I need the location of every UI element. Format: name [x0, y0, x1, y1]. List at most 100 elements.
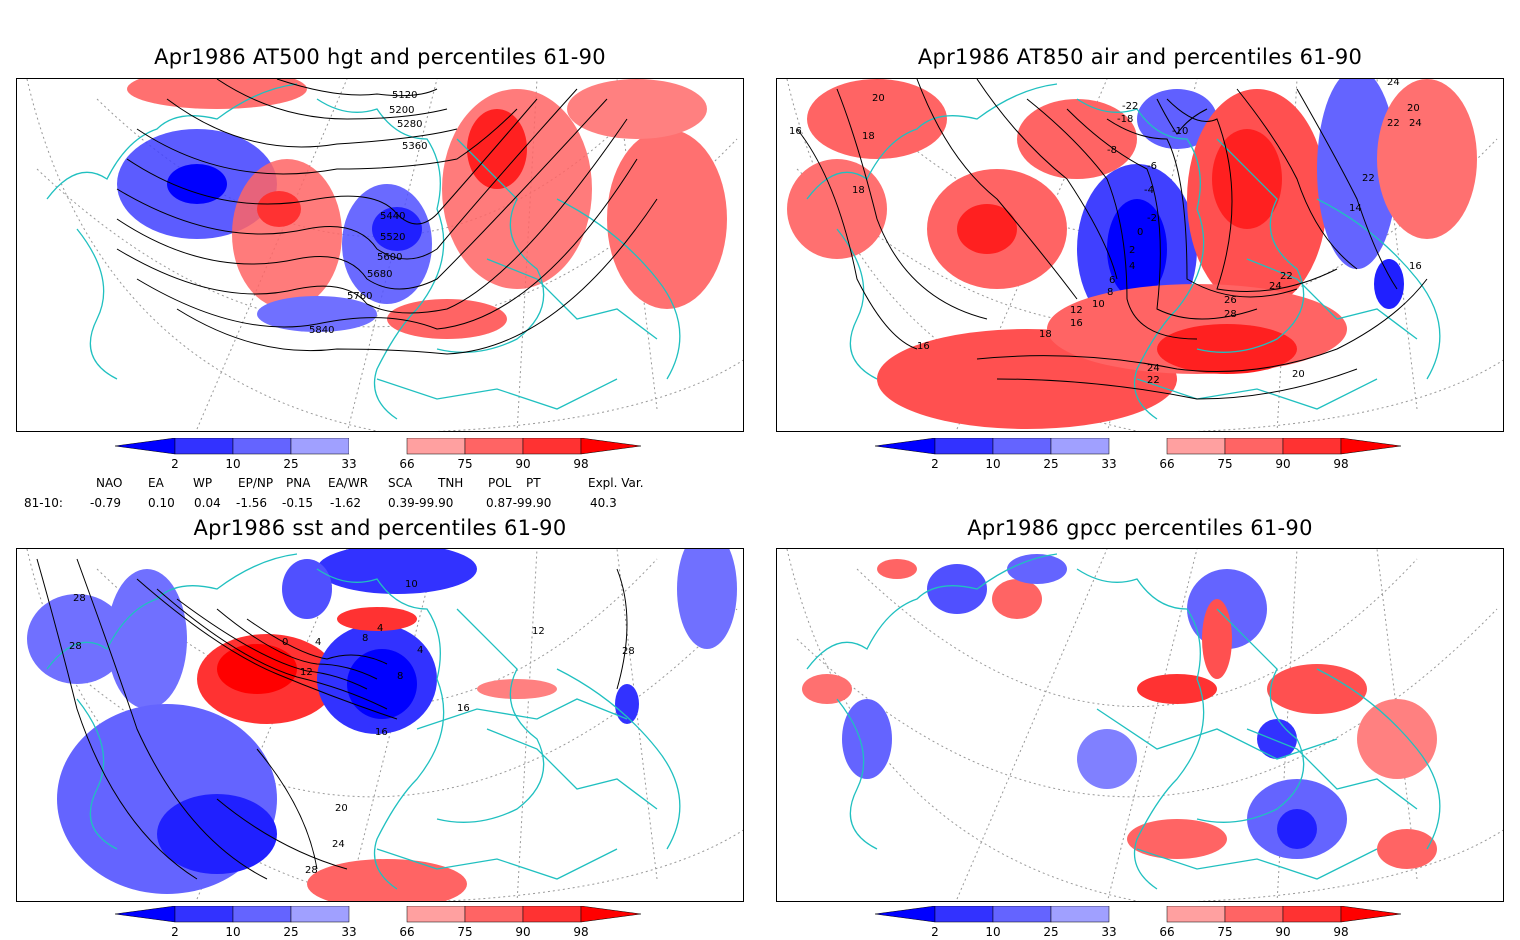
cbar-seg-7	[522, 438, 582, 455]
index-header-sca: SCA	[388, 476, 413, 490]
svg-text:5520: 5520	[380, 232, 405, 243]
coastlines	[806, 553, 1441, 890]
cbar-seg-3	[290, 438, 350, 455]
svg-text:4: 4	[1129, 261, 1135, 272]
cbar-label: 25	[1043, 925, 1058, 939]
svg-text:4: 4	[417, 645, 423, 656]
svg-text:24: 24	[332, 839, 345, 850]
cbar-label: 10	[225, 925, 240, 939]
cbar-label: 33	[1101, 457, 1116, 471]
svg-text:5840: 5840	[309, 325, 334, 336]
index-value-expl-var: 40.3	[590, 496, 617, 510]
coastlines	[806, 83, 1441, 420]
index-row-label: 81-10:	[24, 496, 63, 510]
map-panel-air850: 20 18 16 18 -22 -18 -10 -8 -6 -4 -2 0 2 …	[776, 78, 1504, 432]
svg-text:-10: -10	[1172, 126, 1188, 137]
coastlines	[46, 553, 681, 890]
index-value-sca: 0.39-99.90	[388, 496, 454, 510]
svg-text:18: 18	[862, 131, 875, 142]
map-panel-sst: 28 28 0 4 8 12 16 20 24 28 10 4 8 4 16 1…	[16, 548, 744, 902]
svg-text:16: 16	[457, 703, 470, 714]
svg-text:20: 20	[1407, 103, 1420, 114]
svg-text:5280: 5280	[397, 119, 422, 130]
cbar-seg-8	[580, 438, 642, 455]
cbar-label: 33	[341, 457, 356, 471]
svg-text:28: 28	[69, 641, 82, 652]
svg-text:16: 16	[1070, 318, 1083, 329]
contour-labels: 20 18 16 18 -22 -18 -10 -8 -6 -4 -2 0 2 …	[789, 79, 1422, 386]
cbar-label: 66	[1159, 457, 1174, 471]
svg-text:28: 28	[305, 865, 318, 876]
index-value-ea: 0.10	[148, 496, 175, 510]
svg-text:8: 8	[362, 633, 368, 644]
cbar-label: 33	[1101, 925, 1116, 939]
cbar-seg-1	[174, 438, 234, 455]
svg-text:5760: 5760	[347, 291, 372, 302]
svg-text:4: 4	[315, 637, 321, 648]
cbar-seg-2	[232, 438, 292, 455]
cbar-label: 98	[1333, 925, 1348, 939]
cbar-label: 66	[399, 925, 414, 939]
index-header-wp: WP	[193, 476, 213, 490]
svg-text:-6: -6	[1147, 161, 1157, 172]
svg-text:0: 0	[1137, 227, 1143, 238]
index-header-eawr: EA/WR	[328, 476, 369, 490]
svg-text:20: 20	[1292, 369, 1305, 380]
cbar-label: 2	[171, 925, 179, 939]
svg-text:10: 10	[1092, 299, 1105, 310]
index-header-pt: PT	[526, 476, 541, 490]
svg-text:22: 22	[1280, 271, 1293, 282]
map-outline	[26, 549, 743, 901]
svg-text:18: 18	[852, 185, 865, 196]
svg-text:28: 28	[1224, 309, 1237, 320]
svg-text:22: 22	[1362, 173, 1375, 184]
panel-title-gpcc: Apr1986 gpcc percentiles 61-90	[967, 516, 1313, 540]
map-panel-hgt500: 5120 5200 5280 5360 5440 5520 5600 5680 …	[16, 78, 744, 432]
svg-text:4: 4	[377, 623, 383, 634]
panel-title-hgt500: Apr1986 AT500 hgt and percentiles 61-90	[154, 45, 606, 69]
svg-text:24: 24	[1387, 79, 1400, 88]
cbar-seg-4	[349, 438, 407, 454]
svg-text:8: 8	[1107, 287, 1113, 298]
cbar-label: 90	[1275, 925, 1290, 939]
anomaly-shading	[787, 79, 1477, 429]
cbar-label: 66	[399, 457, 414, 471]
index-value-nao: -0.79	[90, 496, 122, 510]
svg-text:26: 26	[1224, 295, 1237, 306]
svg-text:16: 16	[917, 341, 930, 352]
contours	[116, 79, 658, 355]
svg-text:5120: 5120	[392, 90, 417, 101]
contours	[36, 558, 628, 880]
cbar-label: 25	[1043, 457, 1058, 471]
index-value-pna: -0.15	[282, 496, 314, 510]
cbar-label: 25	[283, 925, 298, 939]
index-header-nao: NAO	[96, 476, 123, 490]
svg-text:-4: -4	[1144, 185, 1154, 196]
index-value-pol: 0.87-99.90	[486, 496, 552, 510]
cbar-label: 75	[1217, 925, 1232, 939]
cbar-label: 10	[225, 457, 240, 471]
panel-title-sst: Apr1986 sst and percentiles 61-90	[193, 516, 567, 540]
anomaly-shading	[27, 549, 737, 901]
svg-text:-22: -22	[1122, 101, 1138, 112]
teleconnection-index-table: NAO EA WP EP/NP PNA EA/WR SCA TNH POL PT…	[18, 470, 718, 514]
contours	[796, 79, 1428, 400]
index-header-pol: POL	[488, 476, 512, 490]
colorbar-gpcc: 2 10 25 33 66 75 90 98	[875, 906, 1402, 939]
svg-text:28: 28	[622, 646, 635, 657]
svg-text:5200: 5200	[389, 105, 414, 116]
svg-text:16: 16	[1409, 261, 1422, 272]
colorbar-sst: 2 10 25 33 66 75 90 98	[115, 906, 642, 939]
svg-text:16: 16	[375, 727, 388, 738]
cbar-label: 98	[573, 925, 588, 939]
svg-text:18: 18	[1039, 329, 1052, 340]
svg-text:10: 10	[405, 579, 418, 590]
svg-text:12: 12	[532, 626, 545, 637]
svg-text:24: 24	[1269, 281, 1282, 292]
map-outline	[26, 79, 743, 431]
index-value-eawr: -1.62	[330, 496, 362, 510]
cbar-label: 10	[985, 457, 1000, 471]
svg-text:5600: 5600	[377, 252, 402, 263]
svg-text:12: 12	[300, 667, 313, 678]
cbar-label: 33	[341, 925, 356, 939]
